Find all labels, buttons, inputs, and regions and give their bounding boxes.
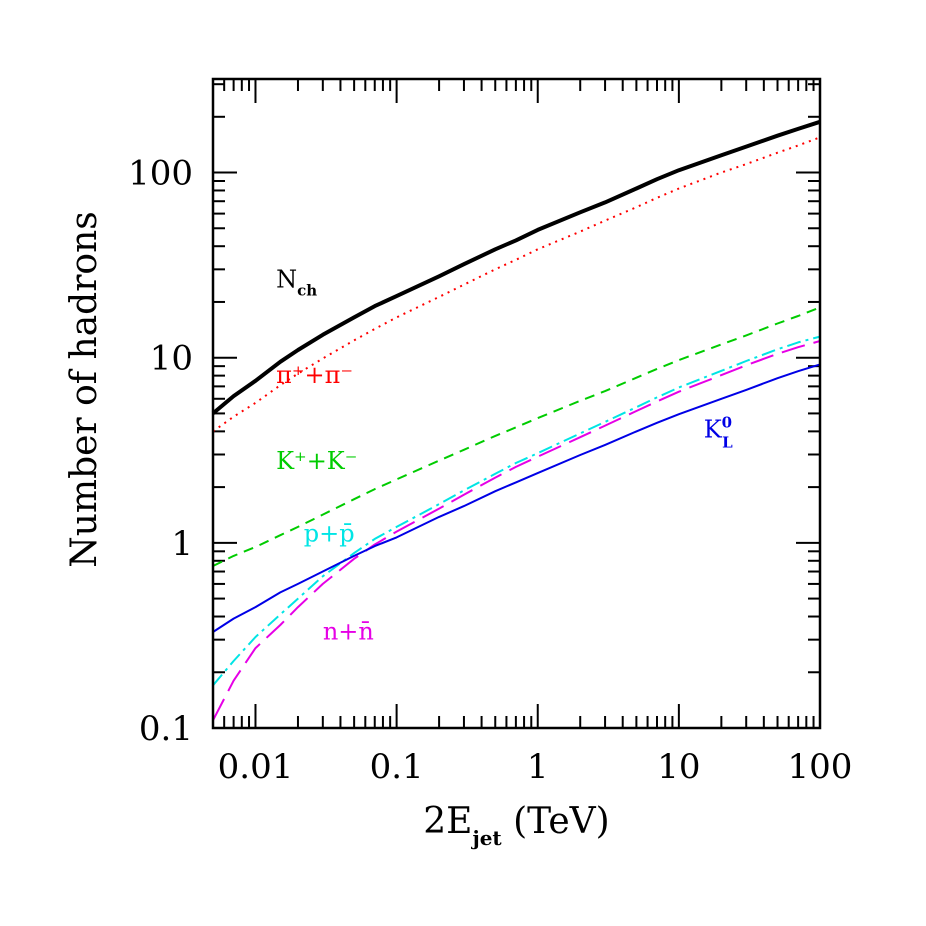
x-axis-title-subscript: jet bbox=[470, 826, 502, 850]
series-line-protons bbox=[212, 335, 821, 686]
y-tick-label: 100 bbox=[128, 154, 193, 194]
series-label-kaons: K⁺+K⁻ bbox=[276, 447, 357, 475]
series-label-pions: π⁺+π⁻ bbox=[276, 361, 353, 389]
axis-ticks bbox=[212, 79, 821, 729]
series-labels: Nch π⁺+π⁻ K⁺+K⁻ p+p̄ n+n̄ K0 L bbox=[276, 265, 733, 645]
x-axis-title-unit: (TeV) bbox=[502, 801, 610, 842]
series-line-k0l bbox=[212, 363, 821, 633]
x-axis-title: 2Ejet (TeV) bbox=[423, 801, 609, 850]
series-label-nch: Nch bbox=[276, 265, 317, 299]
series-lines bbox=[211, 119, 821, 721]
y-axis-title: Number of hadrons bbox=[64, 211, 105, 568]
series-line-neutrons bbox=[212, 340, 821, 721]
plot-frame bbox=[211, 77, 822, 730]
axis-tick-labels: 0.01 0.1 1 10 100 0.1 1 10 100 bbox=[128, 154, 852, 787]
x-tick-label: 100 bbox=[788, 747, 853, 787]
series-label-protons: p+p̄ bbox=[304, 519, 355, 547]
series-line-nch bbox=[211, 119, 821, 415]
series-label-neutrons: n+n̄ bbox=[323, 618, 374, 646]
x-tick-label: 10 bbox=[657, 747, 700, 787]
series-label-k0l: K0 L bbox=[704, 414, 733, 452]
x-axis-title-main: 2E bbox=[423, 801, 472, 842]
series-line-pions bbox=[212, 136, 821, 433]
x-tick-label: 0.01 bbox=[218, 747, 294, 787]
y-tick-label: 1 bbox=[171, 524, 193, 564]
y-tick-label: 0.1 bbox=[139, 709, 193, 749]
x-tick-label: 1 bbox=[527, 747, 549, 787]
x-tick-label: 0.1 bbox=[370, 747, 424, 787]
series-line-kaons bbox=[212, 306, 821, 567]
y-tick-label: 10 bbox=[150, 339, 193, 379]
